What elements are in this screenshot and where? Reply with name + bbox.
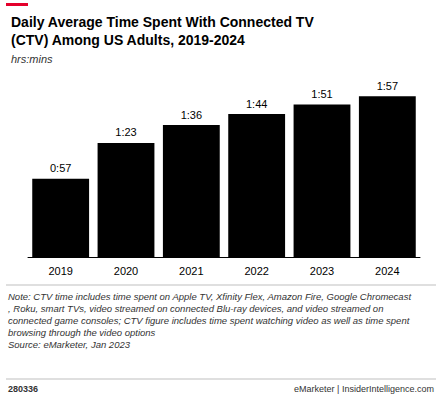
svg-text:1:36: 1:36: [181, 109, 202, 121]
svg-text:2023: 2023: [310, 265, 334, 277]
svg-text:1:23: 1:23: [115, 126, 136, 138]
svg-text:hrs:mins: hrs:mins: [11, 53, 53, 65]
svg-text:Note: CTV time includes time s: Note: CTV time includes time spent on Ap…: [8, 291, 411, 302]
svg-text:Daily Average Time Spent With: Daily Average Time Spent With Connected …: [11, 14, 314, 30]
svg-text:0:57: 0:57: [50, 162, 71, 174]
svg-text:2024: 2024: [375, 265, 399, 277]
svg-text:connected game consoles; CTV f: connected game consoles; CTV figure incl…: [8, 315, 412, 326]
svg-text:eMarketer | InsiderIntelligenc: eMarketer | InsiderIntelligence.com: [294, 384, 434, 394]
svg-text:2019: 2019: [48, 265, 72, 277]
svg-text:2020: 2020: [114, 265, 138, 277]
svg-text:1:51: 1:51: [311, 88, 332, 100]
svg-text:Source: eMarketer, Jan 2023: Source: eMarketer, Jan 2023: [8, 339, 131, 350]
svg-text:1:44: 1:44: [246, 98, 267, 110]
svg-text:(CTV) Among US Adults, 2019-20: (CTV) Among US Adults, 2019-2024: [11, 32, 245, 48]
svg-text:1:57: 1:57: [377, 80, 398, 92]
svg-text:, Roku, smart TVs, video strea: , Roku, smart TVs, video streamed on con…: [8, 303, 386, 314]
svg-text:2021: 2021: [179, 265, 203, 277]
svg-text:browsing through the video opt: browsing through the video options: [8, 327, 156, 338]
svg-text:2022: 2022: [244, 265, 268, 277]
svg-text:280336: 280336: [8, 384, 38, 394]
